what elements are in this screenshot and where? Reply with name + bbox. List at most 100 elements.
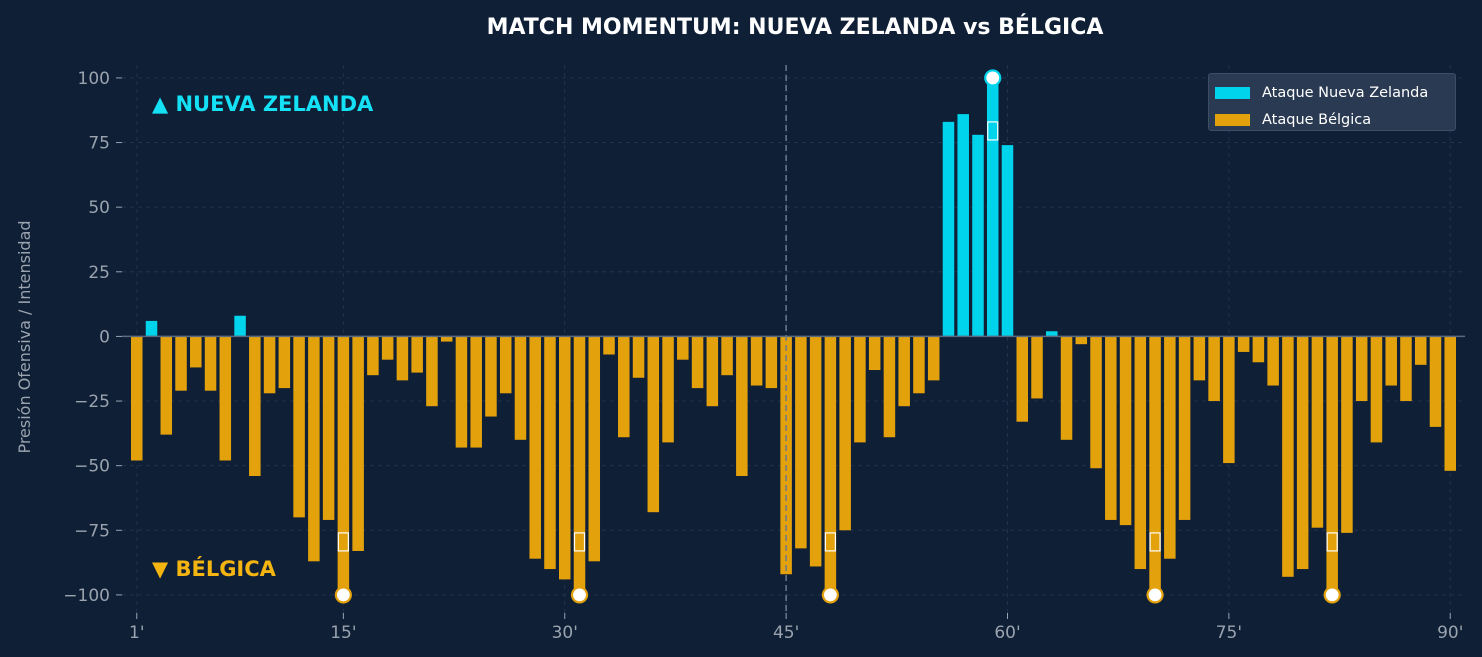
bar-bel — [691, 336, 704, 389]
bar-bel — [175, 336, 187, 391]
legend-swatch-bel — [1215, 113, 1250, 126]
bar-bel — [1075, 336, 1088, 345]
bar-bel — [1060, 336, 1073, 440]
goal-marker — [1146, 586, 1164, 604]
bar-bel — [868, 336, 881, 371]
legend-label-bel: Ataque Bélgica — [1262, 111, 1372, 128]
bar-bel — [913, 336, 925, 394]
bar-bel — [1208, 336, 1220, 402]
bar-bel — [1134, 336, 1147, 570]
x-tick-label: 15' — [330, 623, 356, 643]
bar-bel — [1178, 336, 1191, 520]
bar-bel — [426, 336, 438, 407]
bar-nz — [942, 121, 955, 337]
x-tick-label: 90' — [1437, 623, 1463, 643]
chart-title: MATCH MOMENTUM: NUEVA ZELANDA vs BÉLGICA — [487, 14, 1104, 40]
bar-bel — [1252, 336, 1265, 363]
bar-bel — [396, 336, 409, 381]
y-tick-label: 50 — [88, 198, 110, 218]
bar-bel — [1341, 336, 1353, 533]
bar-bel — [662, 336, 674, 443]
bar-bel — [337, 336, 350, 595]
bar-bel — [839, 336, 851, 531]
bar-bel — [1119, 336, 1132, 526]
bar-bel — [249, 336, 261, 476]
x-tick-label: 45' — [773, 623, 799, 643]
bar-bel — [278, 336, 291, 389]
bar-bel — [1090, 336, 1102, 469]
bar-nz — [1001, 145, 1014, 337]
y-tick-label: 0 — [99, 327, 110, 347]
bar-bel — [1267, 336, 1279, 386]
bar-bel — [1414, 336, 1427, 365]
bar-bel — [603, 336, 615, 355]
x-tick-label: 1' — [129, 623, 145, 643]
goal-marker — [334, 586, 352, 604]
bar-bel — [1031, 336, 1043, 399]
bar-bel — [1385, 336, 1397, 386]
y-axis-label: Presión Ofensiva / Intensidad — [15, 220, 34, 453]
bar-bel — [1444, 336, 1456, 471]
bar-nz — [234, 315, 246, 337]
bar-bel — [455, 336, 468, 448]
x-tick-label: 75' — [1216, 623, 1242, 643]
goal-icon — [573, 532, 586, 552]
bar-bel — [470, 336, 482, 448]
bar-bel — [322, 336, 335, 520]
y-tick-label: 100 — [78, 69, 110, 89]
bar-bel — [1311, 336, 1324, 528]
goal-icon — [987, 121, 999, 141]
bar-nz — [986, 77, 999, 337]
bar-bel — [1164, 336, 1176, 559]
bar-bel — [1429, 336, 1442, 427]
bar-bel — [381, 336, 394, 360]
bar-bel — [411, 336, 423, 373]
goal-marker — [570, 586, 589, 604]
y-tick-label: −100 — [63, 586, 110, 606]
bar-bel — [927, 336, 940, 381]
bar-bel — [1355, 336, 1368, 402]
goal-icon — [337, 532, 349, 552]
legend-item-bel: Ataque Bélgica — [1215, 106, 1455, 133]
y-tick-label: −50 — [74, 457, 110, 477]
bar-bel — [1296, 336, 1309, 570]
legend-item-nz: Ataque Nueva Zelanda — [1215, 79, 1455, 106]
bar-bel — [883, 336, 896, 438]
goal-icon — [1326, 532, 1338, 552]
bar-bel — [1370, 336, 1383, 443]
bar-bel — [736, 336, 748, 476]
bar-bel — [588, 336, 601, 562]
y-tick-label: 75 — [88, 134, 110, 154]
bar-bel — [795, 336, 807, 549]
bar-bel — [573, 336, 586, 595]
bar-bel — [1193, 336, 1206, 381]
bar-bel — [190, 336, 202, 368]
bel-annotation: ▼ BÉLGICA — [152, 556, 277, 581]
bar-bel — [204, 336, 217, 391]
bar-bel — [1326, 336, 1338, 595]
bar-bel — [1282, 336, 1294, 577]
bar-bel — [647, 336, 660, 513]
bar-bel — [1237, 336, 1250, 352]
goal-marker — [1323, 586, 1341, 604]
bar-bel — [677, 336, 689, 360]
bar-bel — [854, 336, 866, 443]
bar-bel — [898, 336, 910, 407]
goal-icon — [1149, 532, 1161, 552]
x-tick-label: 60' — [994, 623, 1020, 643]
bar-bel — [1016, 336, 1029, 422]
goal-icon — [824, 532, 836, 552]
x-tick-label: 30' — [552, 623, 578, 643]
bar-bel — [499, 336, 512, 394]
legend-label-nz: Ataque Nueva Zelanda — [1262, 84, 1429, 101]
bar-bel — [308, 336, 320, 562]
bar-bel — [263, 336, 276, 394]
bar-bel — [1105, 336, 1117, 520]
y-tick-label: 25 — [88, 263, 110, 283]
bar-bel — [618, 336, 630, 438]
bar-bel — [367, 336, 379, 376]
y-tick-label: −25 — [74, 392, 110, 412]
nz-annotation: ▲ NUEVA ZELANDA — [152, 92, 374, 116]
bar-bel — [558, 336, 571, 580]
